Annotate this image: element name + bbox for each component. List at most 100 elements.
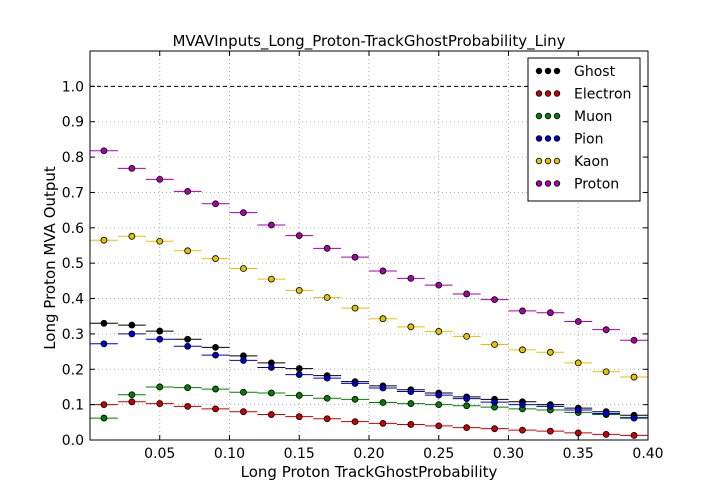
muon-point	[267, 389, 275, 397]
pion-point	[463, 395, 471, 403]
electron-point	[295, 413, 303, 421]
legend-label-ghost: Ghost	[574, 64, 616, 80]
ghost-point	[212, 343, 219, 351]
pion-point	[546, 403, 554, 410]
kaon-point	[602, 368, 610, 376]
electron-point	[240, 408, 247, 416]
legend-box	[527, 57, 641, 202]
y-tick-label: 0.8	[62, 150, 84, 166]
y-tick-label: 0.6	[62, 221, 84, 237]
x-tick-label: 0.40	[632, 446, 663, 462]
proton-point	[463, 290, 471, 298]
legend-marker-kaon	[535, 157, 543, 165]
electron-point	[128, 398, 136, 406]
y-tick-label: 0.5	[62, 256, 84, 272]
muon-point	[212, 385, 219, 393]
proton-point	[574, 318, 582, 325]
electron-point	[100, 401, 108, 409]
x-tick-label: 0.15	[284, 446, 315, 462]
legend-marker-ghost	[535, 67, 543, 75]
kaon-point	[128, 232, 136, 240]
proton-point	[435, 281, 443, 289]
proton-point	[379, 267, 387, 275]
x-tick-label: 0.20	[353, 446, 384, 462]
legend-marker-muon	[544, 112, 552, 120]
legend-marker-proton	[544, 180, 552, 187]
muon-point	[128, 391, 136, 399]
electron-point	[407, 421, 415, 428]
y-tick-label: 0.9	[62, 115, 84, 131]
pion-point	[128, 330, 136, 338]
proton-point	[295, 232, 303, 239]
pion-point	[351, 380, 359, 387]
kaon-point	[546, 348, 554, 356]
electron-point	[519, 426, 526, 434]
x-axis-label: Long Proton TrackGhostProbability	[241, 463, 498, 481]
electron-point	[323, 415, 331, 423]
y-tick-label: 0.7	[62, 185, 84, 201]
legend-marker-muon	[535, 112, 543, 120]
x-tick-label: 0.30	[493, 446, 524, 462]
kaon-point	[240, 265, 247, 272]
proton-point	[212, 200, 219, 208]
proton-point	[323, 244, 331, 252]
y-tick-label: 0.0	[62, 433, 84, 449]
pion-point	[240, 357, 247, 364]
pion-point	[100, 340, 108, 348]
series-kaon	[90, 232, 648, 381]
legend-marker-proton	[553, 180, 561, 187]
proton-point	[407, 274, 415, 282]
legend-marker-muon	[553, 112, 561, 120]
ghost-point	[156, 327, 164, 335]
proton-point	[156, 175, 164, 183]
y-tick-label: 0.1	[62, 398, 84, 414]
legend-marker-proton	[535, 180, 543, 187]
legend-marker-pion	[535, 135, 543, 142]
kaon-point	[212, 255, 219, 262]
muon-point	[463, 402, 471, 410]
pion-point	[323, 374, 331, 382]
electron-point	[156, 400, 164, 407]
legend-label-pion: Pion	[574, 132, 603, 148]
pion-point	[156, 335, 164, 343]
muon-point	[407, 400, 415, 407]
y-tick-label: 0.2	[62, 362, 84, 378]
proton-point	[240, 209, 247, 217]
electron-point	[602, 430, 610, 438]
proton-point	[491, 296, 498, 304]
electron-point	[379, 419, 387, 427]
proton-point	[519, 307, 526, 315]
x-axis-ticks: 0.05 0.10 0.15 0.20 0.25 0.30 0.35 0.40	[144, 51, 664, 462]
proton-point	[100, 147, 108, 155]
y-axis-label: Long Proton MVA Output	[41, 166, 59, 350]
legend-label-electron: Electron	[574, 87, 631, 103]
muon-point	[156, 383, 164, 391]
y-axis-ticks: 0.0 0.1 0.2 0.3 0.4 0.5 0.6 0.7 0.8 0.9 1.0	[62, 79, 648, 449]
proton-point	[184, 187, 192, 195]
electron-point	[630, 432, 638, 439]
kaon-point	[379, 315, 387, 323]
legend-marker-kaon	[553, 157, 561, 165]
electron-point	[351, 418, 359, 426]
kaon-point	[407, 323, 415, 331]
kaon-point	[267, 275, 275, 283]
kaon-point	[574, 359, 582, 367]
series-proton	[90, 147, 648, 344]
x-tick-label: 0.25	[423, 446, 454, 462]
electron-point	[184, 403, 192, 410]
pion-point	[212, 351, 219, 359]
legend-label-proton: Proton	[574, 177, 619, 193]
y-tick-label: 1.0	[62, 79, 84, 95]
kaon-point	[295, 287, 303, 294]
kaon-point	[519, 346, 526, 354]
electron-point	[435, 422, 443, 430]
muon-point	[100, 414, 108, 422]
y-tick-label: 0.4	[62, 292, 84, 308]
legend-label-muon: Muon	[574, 109, 612, 125]
legend-marker-ghost	[544, 67, 552, 75]
electron-point	[267, 411, 275, 418]
legend-marker-pion	[544, 135, 552, 142]
proton-point	[128, 165, 136, 172]
ghost-point	[100, 319, 108, 327]
pion-point	[491, 398, 498, 406]
